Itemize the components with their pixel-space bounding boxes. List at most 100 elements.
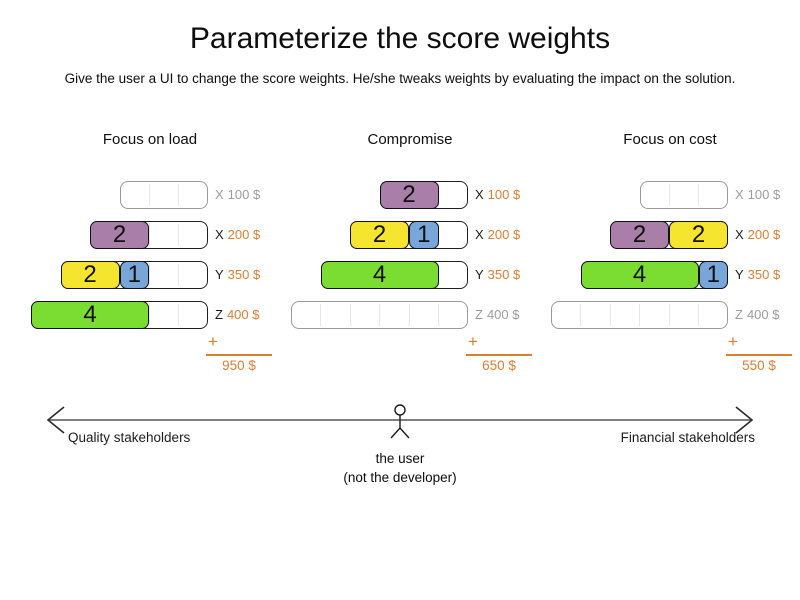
cell-divider (668, 304, 670, 326)
scenario-heading: Compromise (367, 131, 453, 148)
page-title: Parameterize the score weights (189, 22, 611, 55)
row-cost-label: Y 350 $ (215, 261, 260, 289)
cell-divider (438, 184, 439, 206)
cell-divider (668, 184, 670, 206)
row-cost-value: 350 $ (227, 267, 261, 282)
row-resource-letter: Y (475, 267, 484, 282)
row-resource-letter: Z (735, 307, 743, 322)
weight-row (119, 181, 208, 209)
scenario-total: 550 $ (742, 358, 776, 373)
row-cost-value: 100 $ (747, 187, 781, 202)
scenario-total: 650 $ (482, 358, 516, 373)
cell-divider (349, 304, 351, 326)
weight-bar (639, 181, 728, 209)
row-cost-label: X 200 $ (735, 221, 780, 249)
cell-divider (639, 304, 640, 326)
cell-divider (408, 304, 410, 326)
row-resource-letter: Z (475, 307, 483, 322)
blue-weight-block: 1 (409, 221, 439, 249)
cell-divider (438, 224, 439, 246)
row-cost-value: 100 $ (487, 187, 521, 202)
axis-label-financial: Financial stakeholders (620, 430, 755, 445)
scenario-column: Focus on load X 100 $2 X 200 $2 1 Y 350 $4 Z 400 … (20, 130, 280, 385)
cell-divider (320, 304, 321, 326)
weight-row: 2 (379, 181, 468, 209)
row-resource-letter: X (475, 227, 484, 242)
cell-divider (178, 304, 179, 326)
row-cost-value: 400 $ (486, 307, 520, 322)
cell-divider (438, 304, 439, 326)
row-cost-value: 400 $ (746, 307, 780, 322)
weight-row (639, 181, 728, 209)
cell-divider (148, 184, 150, 206)
yellow-weight-block: 2 (350, 221, 409, 249)
row-resource-letter: X (215, 227, 224, 242)
cell-divider (178, 184, 179, 206)
green-weight-block: 4 (320, 261, 439, 289)
scenario-column: Compromise 2 X 100 $2 1 X 200 $4 Y 350 $ Z 400 $ +6… (280, 130, 540, 385)
stakeholder-axis (46, 404, 754, 439)
row-resource-letter: X (475, 187, 484, 202)
green-weight-block: 4 (31, 301, 149, 329)
row-resource-letter: Y (215, 267, 224, 282)
cell-divider (148, 304, 150, 326)
green-weight-block: 4 (580, 261, 699, 289)
scenario-heading: Focus on load (102, 131, 198, 148)
user-caption-line1: the user (375, 451, 425, 466)
row-cost-label: Z 400 $ (215, 301, 260, 329)
plus-sign: + (728, 332, 738, 351)
row-cost-value: 100 $ (227, 187, 261, 202)
row-resource-letter: X (735, 227, 744, 242)
weight-row (291, 301, 468, 329)
blue-weight-block: 1 (119, 261, 149, 289)
weight-row: 2 (90, 221, 208, 249)
cell-divider (148, 224, 150, 246)
row-cost-label: Y 350 $ (475, 261, 520, 289)
yellow-weight-block: 2 (60, 261, 120, 289)
cell-divider (438, 264, 439, 286)
plus-sign: + (208, 332, 218, 351)
cell-divider (148, 264, 150, 286)
row-resource-letter: X (735, 187, 744, 202)
cell-divider (178, 224, 179, 246)
scenario-total: 950 $ (222, 358, 256, 373)
row-cost-label: Z 400 $ (735, 301, 780, 329)
purple-weight-block: 2 (379, 181, 439, 209)
row-cost-label: X 100 $ (475, 181, 520, 209)
scenario-column: Focus on cost X 100 $2 2 X 200 $4 1 Y 350 $ Z 400 … (540, 130, 800, 385)
cell-divider (379, 304, 380, 326)
sum-line (726, 354, 792, 356)
scenario-heading: Focus on cost (623, 131, 717, 148)
row-cost-label: X 200 $ (475, 221, 520, 249)
row-cost-label: X 100 $ (215, 181, 260, 209)
weight-row: 4 (31, 301, 208, 329)
row-resource-letter: Y (735, 267, 744, 282)
left-arrowhead-icon (46, 406, 65, 434)
right-arrowhead-icon (735, 406, 754, 434)
row-cost-value: 350 $ (747, 267, 781, 282)
row-cost-label: Y 350 $ (735, 261, 780, 289)
purple-weight-block: 2 (610, 221, 669, 249)
cell-divider (609, 304, 611, 326)
cell-divider (580, 304, 581, 326)
user-caption-line2: (not the developer) (343, 470, 457, 485)
row-resource-letter: X (215, 187, 224, 202)
blue-weight-block: 1 (698, 261, 728, 289)
cell-divider (698, 184, 699, 206)
row-cost-value: 200 $ (747, 227, 781, 242)
cell-divider (178, 264, 179, 286)
stick-figure-icon (390, 404, 410, 439)
weight-bar (119, 181, 208, 209)
weight-row (551, 301, 728, 329)
plus-sign: + (468, 332, 478, 351)
row-cost-value: 200 $ (227, 227, 261, 242)
row-cost-value: 350 $ (487, 267, 521, 282)
row-cost-label: X 100 $ (735, 181, 780, 209)
weight-row: 4 (320, 261, 468, 289)
axis-label-quality: Quality stakeholders (68, 430, 191, 445)
